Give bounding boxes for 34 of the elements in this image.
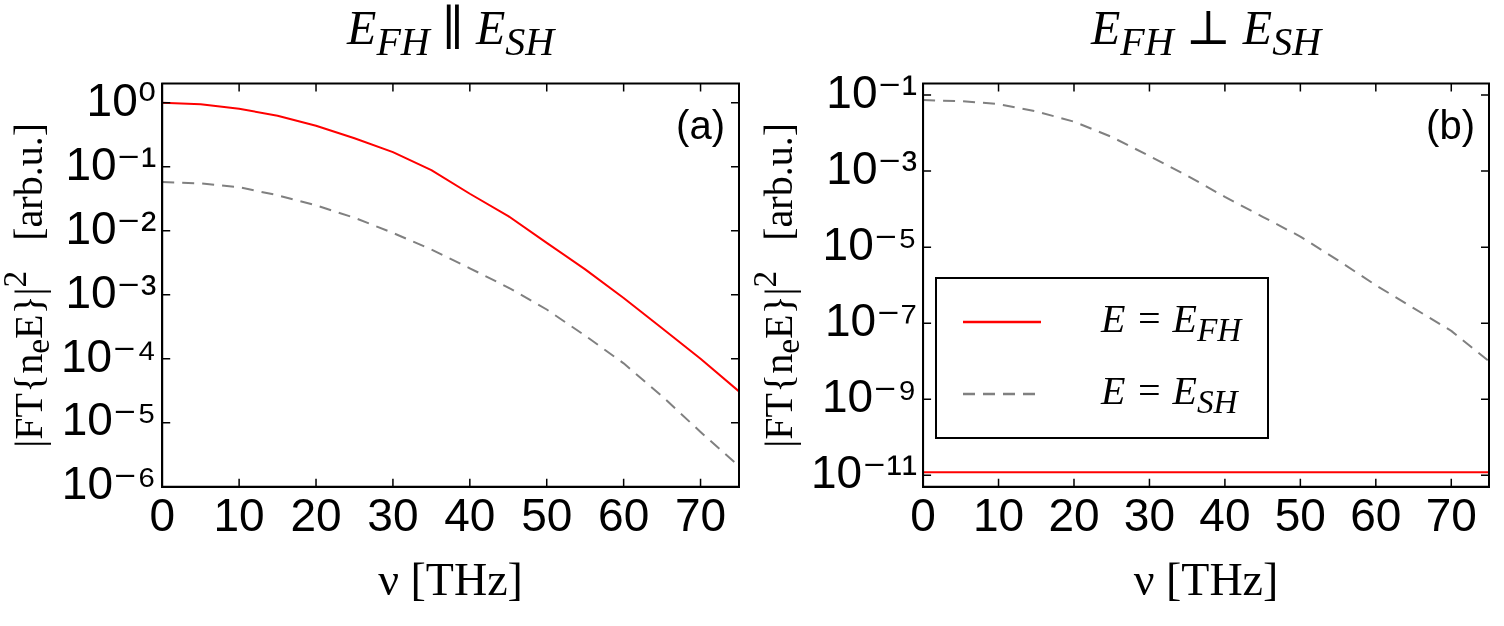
- x-tick-label: 50: [1274, 489, 1326, 542]
- y-tick-label: 10⁻¹: [65, 137, 157, 190]
- x-tick-label: 60: [1350, 489, 1402, 542]
- legend-label: E = E$_{SH}$: [1101, 366, 1238, 421]
- x-axis-title: ν [THz]: [1132, 553, 1280, 607]
- x-tick-label: 20: [290, 489, 342, 542]
- y-tick-label: 10⁻⁵: [822, 217, 918, 270]
- annotation: (a): [676, 102, 725, 147]
- x-tick-label: 20: [1048, 489, 1100, 542]
- x-tick-label: 10: [213, 489, 265, 542]
- x-tick-label: 10: [972, 489, 1025, 542]
- x-tick-label: 70: [674, 489, 727, 542]
- y-tick-label: 10⁻⁵: [61, 393, 157, 446]
- y-tick-label: 10⁰: [86, 73, 157, 126]
- y-tick-label: 10⁻³: [65, 265, 157, 318]
- chart-title: E$_{FH}$ ∥ E$_{SH}$: [345, 0, 557, 66]
- x-tick-label: 40: [1199, 489, 1251, 542]
- y-tick-label: 10⁻⁹: [821, 369, 918, 422]
- y-tick-label: 10⁻⁷: [824, 293, 918, 346]
- x-tick-label: 30: [367, 489, 419, 542]
- y-tick-label: 10⁻²: [65, 201, 157, 254]
- x-tick-label: 60: [598, 489, 650, 542]
- y-tick-label: 10⁻³: [826, 141, 918, 194]
- chart-title: E$_{FH}$ ⊥ E$_{SH}$: [1089, 0, 1324, 66]
- x-tick-label: 50: [521, 489, 573, 542]
- x-tick-label: 70: [1425, 489, 1477, 542]
- x-axis-title: ν [THz]: [377, 553, 524, 607]
- y-tick-label: 10⁻⁴: [60, 329, 157, 382]
- line-series: [923, 99, 1489, 363]
- x-tick-label: 40: [444, 489, 496, 542]
- y-tick-label: 10⁻¹: [826, 65, 918, 118]
- x-tick-label: 30: [1123, 489, 1176, 542]
- annotation: (b): [1426, 102, 1475, 147]
- legend-label: E = E$_{FH}$: [1101, 294, 1242, 349]
